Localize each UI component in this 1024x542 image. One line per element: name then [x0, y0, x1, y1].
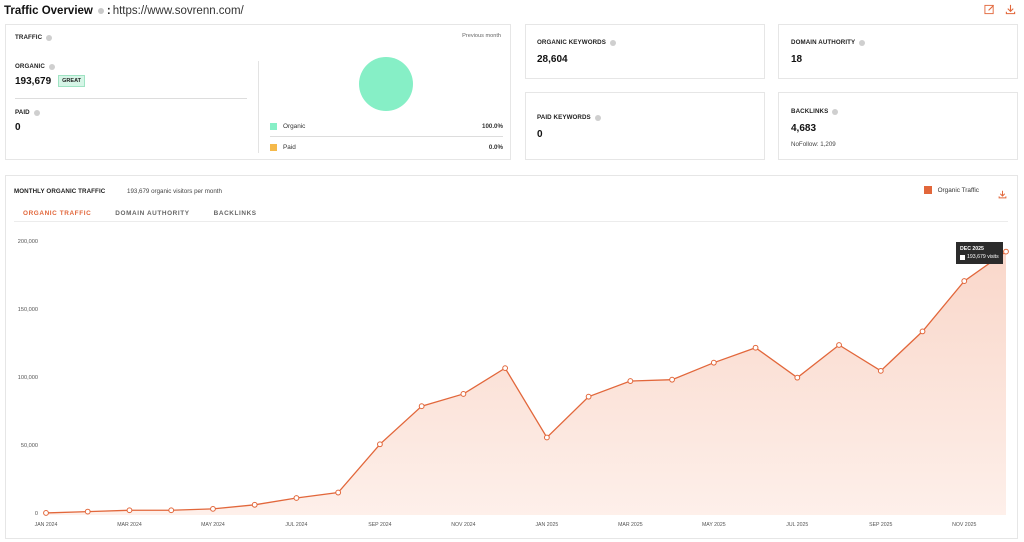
download-icon[interactable] [998, 186, 1007, 204]
organic-keywords-label: ORGANIC KEYWORDS [537, 39, 606, 46]
info-icon[interactable] [33, 109, 40, 116]
info-icon[interactable] [609, 39, 616, 46]
tab-backlinks[interactable]: BACKLINKS [213, 210, 257, 217]
vertical-divider [258, 61, 259, 153]
pie-slice-organic [359, 57, 413, 111]
y-tick-label: 100,000 [17, 375, 38, 381]
domain-authority-label-row: DOMAIN AUTHORITY [791, 39, 866, 46]
tooltip-value: 193,679 visits [967, 254, 999, 260]
organic-keywords-card: ORGANIC KEYWORDS 28,604 [525, 24, 765, 79]
backlinks-card: BACKLINKS 4,683 NoFollow: 1,209 [778, 92, 1018, 160]
period-label: Previous month [462, 33, 501, 39]
divider [15, 98, 247, 99]
chart-tooltip: DEC 2025 193,679 visits [956, 242, 1003, 264]
organic-label: ORGANIC [15, 63, 45, 70]
domain-authority-card: DOMAIN AUTHORITY 18 [778, 24, 1018, 79]
traffic-pie-chart [359, 57, 413, 111]
nofollow-count: NoFollow: 1,209 [791, 141, 836, 148]
info-icon[interactable] [859, 39, 866, 46]
backlinks-value: 4,683 [791, 123, 817, 134]
info-icon[interactable] [46, 34, 53, 41]
domain-authority-value: 18 [791, 54, 803, 65]
status-badge: GREAT [58, 75, 85, 87]
info-icon[interactable] [832, 108, 839, 115]
info-icon[interactable] [48, 63, 55, 70]
organic-keywords-value: 28,604 [537, 54, 568, 65]
tab-domain-authority[interactable]: DOMAIN AUTHORITY [115, 210, 190, 217]
organic-swatch [270, 123, 277, 130]
legend-organic: Organic 100.0% [270, 123, 503, 130]
x-tick-label: JUL 2024 [285, 522, 308, 528]
traffic-label: TRAFFIC [15, 34, 43, 41]
organic-keywords-label-row: ORGANIC KEYWORDS [537, 39, 616, 46]
title-separator: : [106, 5, 111, 17]
y-tick-label: 0 [34, 511, 38, 517]
x-tick-label: SEP 2025 [869, 522, 893, 528]
x-tick-label: MAY 2024 [201, 522, 225, 528]
tooltip-swatch [960, 254, 965, 260]
tooltip-month: DEC 2025 [960, 246, 984, 252]
organic-value: 193,679 [15, 75, 52, 87]
organic-value-row: 193,679 GREAT [15, 75, 85, 87]
legend-organic-value: 100.0% [482, 123, 503, 130]
paid-swatch [270, 144, 277, 151]
domain-authority-label: DOMAIN AUTHORITY [791, 39, 856, 46]
paid-label-row: PAID [15, 109, 40, 116]
header-actions [984, 4, 1016, 15]
x-tick-label: MAY 2025 [701, 522, 726, 528]
legend-paid-value: 0.0% [488, 144, 503, 151]
domain-url: https://www.sovrenn.com/ [112, 5, 244, 17]
legend-paid-label: Paid [283, 144, 296, 151]
paid-keywords-label-row: PAID KEYWORDS [537, 114, 601, 121]
x-tick-label: JAN 2024 [34, 522, 58, 528]
backlinks-label-row: BACKLINKS [791, 108, 839, 115]
x-tick-label: JUL 2025 [786, 522, 809, 528]
organic-traffic-swatch [923, 186, 932, 194]
y-tick-label: 150,000 [17, 307, 38, 313]
paid-keywords-card: PAID KEYWORDS 0 [525, 92, 765, 160]
paid-value: 0 [15, 122, 21, 133]
monthly-subtitle: 193,679 organic visitors per month [127, 188, 222, 195]
x-tick-label: NOV 2024 [451, 522, 476, 528]
legend-divider [270, 136, 503, 137]
y-tick-label: 200,000 [17, 239, 38, 245]
x-tick-label: NOV 2025 [952, 522, 977, 528]
chart-legend: Organic Traffic [923, 186, 979, 194]
x-tick-label: JAN 2025 [535, 522, 559, 528]
traffic-card: TRAFFIC Previous month ORGANIC 193,679 G… [5, 24, 511, 160]
download-icon[interactable] [1005, 4, 1016, 15]
edit-icon[interactable] [984, 4, 995, 15]
page-title: Traffic Overview [4, 5, 93, 17]
paid-keywords-label: PAID KEYWORDS [537, 114, 591, 121]
tooltip-value-row: 193,679 visits [960, 253, 999, 261]
legend-label: Organic Traffic [937, 186, 979, 194]
legend-paid: Paid 0.0% [270, 144, 503, 151]
organic-label-row: ORGANIC [15, 63, 55, 70]
x-tick-label: MAR 2025 [618, 522, 643, 528]
info-icon[interactable] [594, 114, 601, 121]
backlinks-label: BACKLINKS [791, 108, 829, 115]
traffic-label-row: TRAFFIC [15, 34, 53, 41]
legend-organic-label: Organic [283, 123, 306, 130]
x-tick-label: SEP 2024 [368, 522, 392, 528]
monthly-traffic-card: MONTHLY ORGANIC TRAFFIC 193,679 organic … [5, 175, 1018, 539]
paid-label: PAID [15, 109, 30, 116]
page-header: Traffic Overview : https://www.sovrenn.c… [4, 2, 244, 20]
y-tick-label: 50,000 [20, 443, 38, 449]
paid-keywords-value: 0 [537, 129, 543, 140]
tabs-divider [14, 221, 1008, 222]
monthly-title: MONTHLY ORGANIC TRAFFIC [14, 188, 106, 195]
info-icon[interactable] [97, 8, 104, 14]
x-tick-label: MAR 2024 [117, 522, 142, 528]
